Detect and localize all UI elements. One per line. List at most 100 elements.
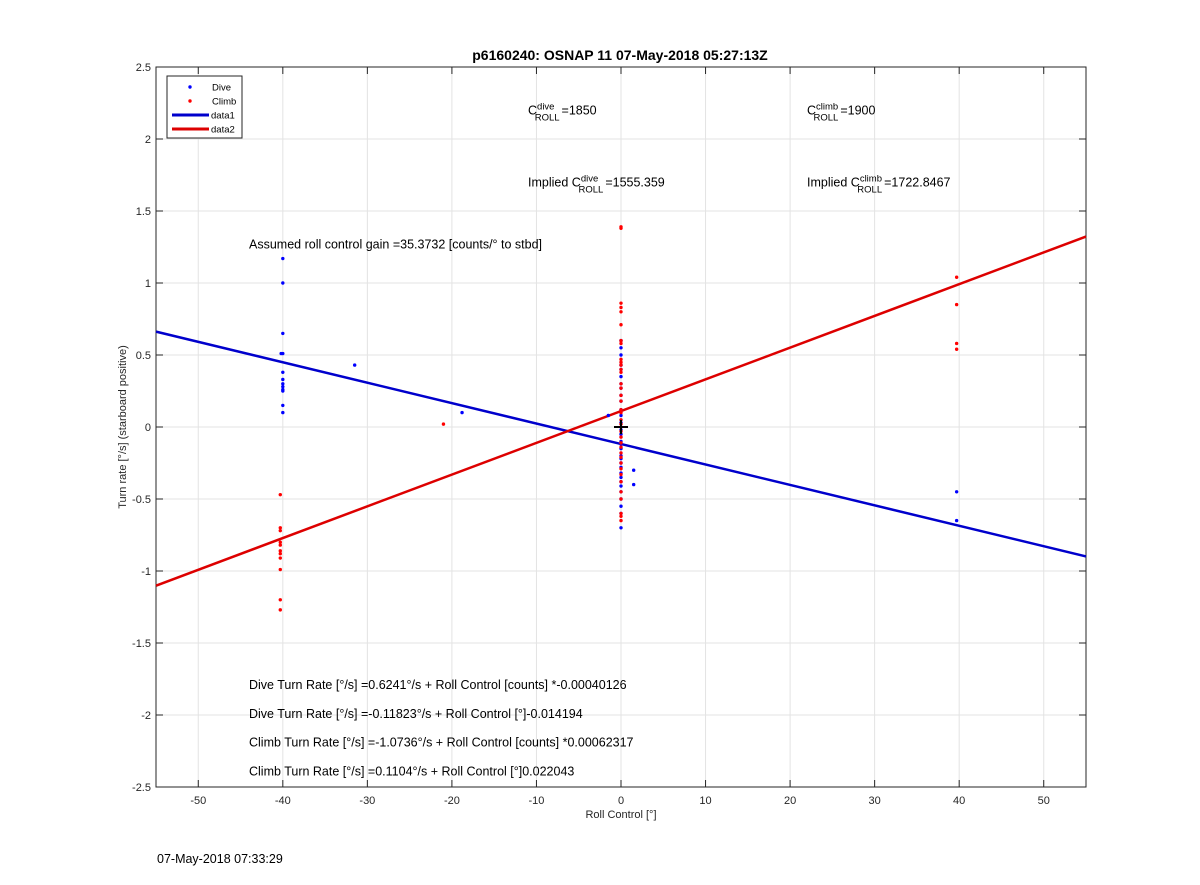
dive-point (619, 526, 623, 530)
climb-point (954, 302, 959, 307)
annotation-eq1: Dive Turn Rate [°/s] =0.6241°/s + Roll C… (249, 678, 627, 692)
dive-point (606, 413, 611, 418)
annotation-eq2: Dive Turn Rate [°/s] =-0.11823°/s + Roll… (249, 707, 583, 721)
y-tick-label: -2 (141, 710, 151, 722)
dive-point (281, 389, 285, 393)
climb-point (619, 370, 623, 374)
climb-point (278, 540, 282, 544)
climb-point (619, 386, 623, 390)
climb-point (619, 445, 623, 449)
climb-point (278, 608, 282, 612)
climb-point (619, 305, 623, 310)
dive-point (281, 377, 285, 382)
climb-point (619, 363, 623, 367)
climb-point (954, 347, 959, 351)
x-tick-label: 20 (784, 795, 796, 807)
dive-point (619, 353, 623, 357)
climb-point (619, 301, 623, 305)
y-tick-label: -1 (141, 566, 151, 578)
x-tick-label: 0 (618, 795, 624, 807)
y-tick-label: 0.5 (136, 350, 151, 362)
y-tick-label: 2.5 (136, 62, 151, 74)
y-axis-ticks: -2.5 -2 -1.5 -1 -0.5 0 0.5 1 1.5 2 2.5 (132, 62, 1086, 794)
annotation-implied-climb: Implied Cclimb ROLL=1722.8467 (807, 174, 951, 196)
climb-point (619, 435, 623, 439)
climb-point (619, 323, 623, 327)
climb-point (619, 410, 623, 415)
dive-point (281, 256, 285, 261)
dive-point (281, 410, 285, 415)
dive-point (460, 410, 464, 415)
climb-point (619, 310, 623, 314)
y-tick-label: 2 (145, 134, 151, 146)
legend-label-data2: data2 (211, 125, 235, 136)
x-tick-label: -30 (359, 795, 375, 807)
x-tick-label: -20 (444, 795, 460, 807)
climb-point (278, 549, 282, 553)
dive-point (954, 518, 959, 523)
dive-point (281, 281, 285, 285)
x-tick-label: -10 (529, 795, 545, 807)
climb-point (954, 341, 959, 346)
legend: Dive Climb data1 data2 (166, 75, 243, 139)
x-tick-label: 10 (699, 795, 711, 807)
climb-point (619, 472, 623, 477)
legend-marker-climb (188, 99, 192, 103)
climb-point (954, 275, 959, 279)
dive-point (352, 363, 357, 367)
climb-point (619, 382, 623, 386)
climb-point (619, 360, 623, 364)
climb-point (619, 511, 623, 516)
chart-title: p6160240: OSNAP 11 07-May-2018 05:27:13Z (472, 47, 768, 63)
x-tick-label: 30 (869, 795, 881, 807)
climb-point (619, 367, 623, 372)
dive-point (619, 413, 623, 418)
climb-point (619, 480, 623, 484)
legend-marker-dive (188, 85, 192, 89)
y-tick-label: 0 (145, 422, 151, 434)
climb-point (441, 422, 446, 426)
legend-label-climb: Climb (212, 97, 236, 108)
climb-point (278, 598, 282, 602)
dive-point (631, 482, 636, 487)
dive-point (281, 370, 285, 374)
dive-point (281, 384, 285, 389)
climb-point (278, 556, 282, 560)
dive-point (954, 490, 959, 494)
climb-point (619, 461, 623, 465)
dive-point (281, 331, 285, 336)
climb-point (619, 455, 623, 459)
y-tick-label: -1.5 (132, 638, 151, 650)
climb-point (619, 408, 623, 412)
dive-point (631, 468, 636, 472)
climb-point (619, 338, 623, 343)
dive-point (619, 346, 623, 350)
climb-point (278, 552, 282, 556)
annotations: Cdive ROLL=1850 Cclimb ROLL=1900 Implied Cdi… (249, 102, 951, 779)
climb-point (619, 441, 623, 445)
climb-point (619, 514, 623, 518)
x-tick-label: -50 (190, 795, 206, 807)
climb-point (619, 399, 623, 403)
x-tick-label: 40 (953, 795, 965, 807)
climb-point (619, 467, 623, 471)
climb-point (619, 490, 623, 494)
origin-marker (614, 420, 628, 434)
climb-point (619, 497, 623, 501)
climb-point (278, 567, 282, 572)
y-tick-label: -0.5 (132, 494, 151, 506)
x-axis-ticks: -50 -40 -30 -20 -10 0 10 20 30 40 50 (190, 67, 1050, 807)
dive-point (281, 382, 285, 386)
x-tick-label: -40 (275, 795, 291, 807)
annotation-eq3: Climb Turn Rate [°/s] =-1.0736°/s + Roll… (249, 736, 634, 750)
y-tick-label: -2.5 (132, 782, 151, 794)
y-axis-label: Turn rate [°/s] (starboard positive) (117, 345, 129, 509)
dive-point (619, 504, 623, 508)
dive-point (619, 484, 623, 488)
climb-point (278, 528, 282, 533)
climb-point (619, 341, 623, 346)
y-tick-label: 1 (145, 278, 151, 290)
climb-point (278, 492, 282, 497)
dive-point (619, 475, 623, 480)
